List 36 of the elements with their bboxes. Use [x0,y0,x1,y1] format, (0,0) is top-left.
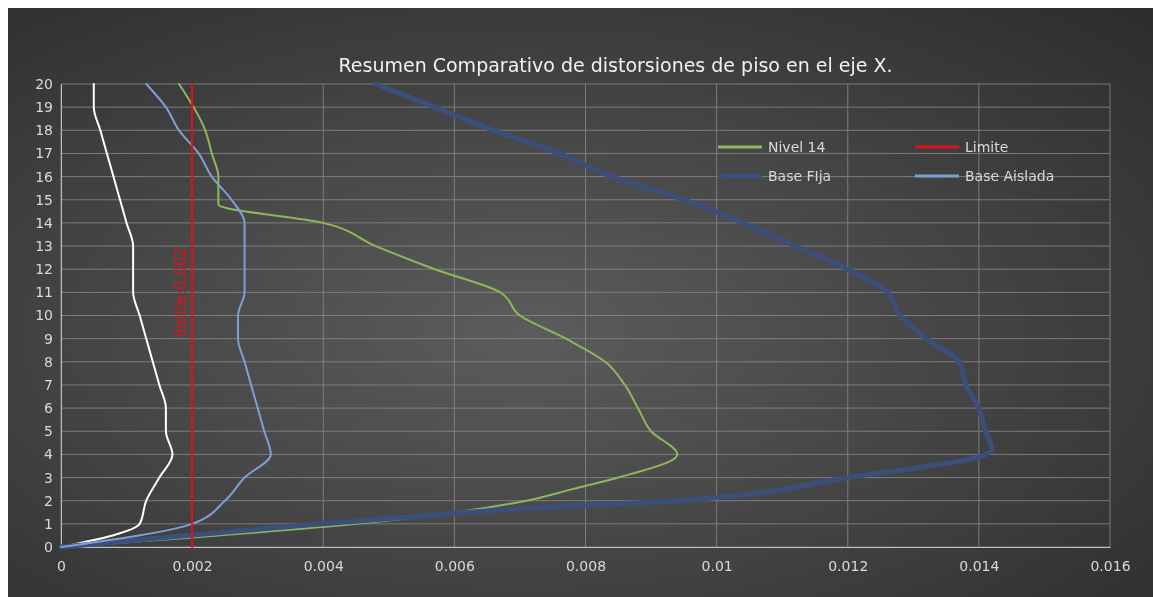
x-tick-label: 0.012 [828,557,869,574]
legend-label: Base FIja [768,168,832,184]
y-tick-label: 15 [35,191,53,208]
y-tick-label: 13 [35,238,53,255]
y-tick-label: 0 [44,538,53,555]
y-tick-label: 4 [44,446,54,463]
legend-label: Base Aislada [965,168,1055,184]
y-tick-label: 6 [44,400,54,417]
annotation: limite:0.002 [172,247,191,338]
y-tick-label: 20 [35,75,53,92]
x-tick-label: 0.006 [434,557,475,574]
y-tick-label: 9 [44,330,53,347]
y-tick-label: 19 [35,99,53,116]
y-tick-label: 12 [35,261,53,278]
x-tick-label: 0.014 [959,557,1000,574]
y-tick-label: 14 [35,214,54,231]
x-tick-label: 0.004 [303,557,344,574]
y-tick-label: 17 [35,145,53,162]
x-tick-label: 0.002 [172,557,213,574]
x-tick-label: 0 [57,557,66,574]
y-tick-label: 3 [44,469,53,486]
y-tick-label: 8 [44,353,53,370]
x-tick-label: 0.01 [701,557,733,574]
x-tick-label: 0.008 [565,557,607,574]
legend-label: Limite [965,139,1009,155]
y-tick-label: 5 [44,423,53,440]
chart-title: Resumen Comparativo de distorsiones de piso en el eje X. [338,54,893,76]
legend-label: Nivel 14 [768,139,826,155]
y-tick-label: 18 [35,122,53,139]
y-tick-label: 11 [35,284,53,301]
y-tick-label: 10 [35,307,53,324]
y-tick-label: 7 [44,376,53,393]
y-tick-label: 16 [35,168,54,185]
x-tick-label: 0.016 [1090,557,1131,574]
y-tick-label: 1 [44,515,53,532]
y-tick-label: 2 [44,492,53,509]
